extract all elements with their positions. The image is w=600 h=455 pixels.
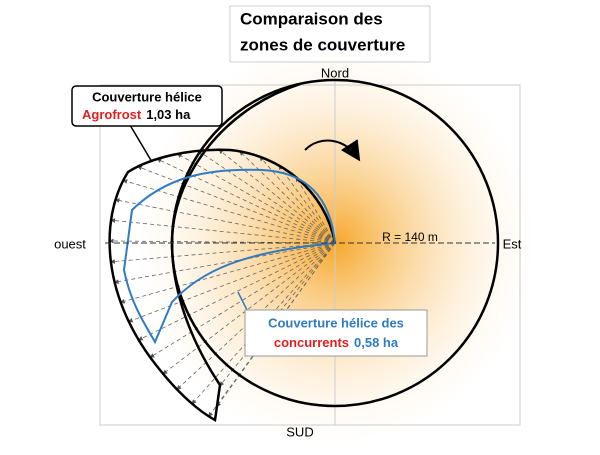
ray [218,149,336,244]
title-line: zones de couverture [240,35,405,54]
callout-text: Agrofrost 1,03 ha [82,107,191,122]
competitor-callout [244,309,428,357]
brand: Agrofrost [82,107,142,122]
ray [176,153,336,244]
ray [128,242,336,323]
east-label: Est [503,236,522,251]
ray [113,242,336,284]
rotation-arrow [304,139,361,162]
ray [137,242,336,341]
north-label: Nord [321,65,349,80]
ray [162,242,336,375]
frame [99,84,521,426]
area: 0,58 ha [354,335,399,350]
ray [278,164,336,244]
area: 1,03 ha [146,107,191,122]
brand: concurrents [274,335,349,350]
ray [137,165,336,244]
ray [114,198,336,244]
radius-label: R = 140 m [382,230,438,244]
ray [259,156,336,244]
competitor-zone [122,168,337,345]
title-line: Comparaison des [240,9,383,28]
callout-pointer [237,291,249,313]
ray [110,242,336,264]
ray [110,218,336,244]
south-label: SUD [286,424,313,439]
callout-text: Couverture hélice des [268,315,404,330]
ray [239,150,336,244]
ray [119,242,336,304]
callout-text: Couverture hélice [92,89,202,104]
callout-pointer [129,124,153,163]
callout-text: concurrents 0,58 ha [274,335,399,350]
west-label: ouest [54,236,86,251]
title-box [229,5,431,63]
ray [295,176,336,244]
agrofrost-callout [71,85,223,127]
